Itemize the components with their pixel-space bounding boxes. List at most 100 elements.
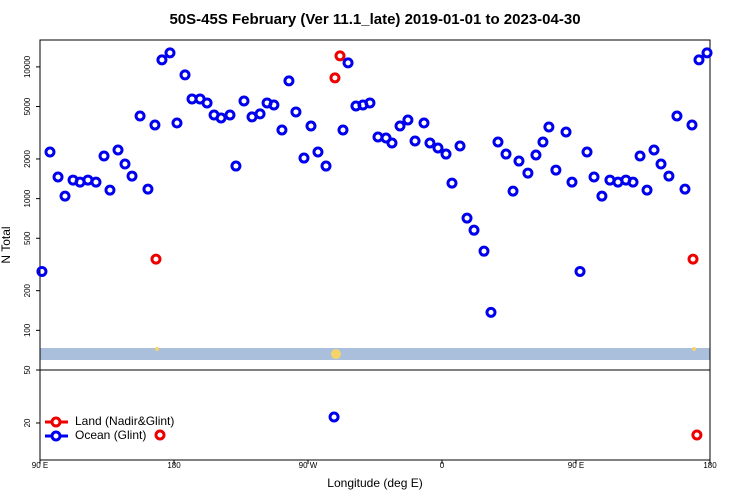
marker (671, 110, 683, 122)
marker (44, 146, 56, 158)
map-strip (40, 348, 710, 360)
chart-title: 50S-45S February (Ver 11.1_late) 2019-01… (169, 11, 580, 28)
marker (59, 190, 71, 202)
marker (402, 114, 414, 126)
marker (693, 54, 705, 66)
y-tick-label: 10000 (23, 55, 32, 78)
marker (329, 72, 341, 84)
marker (550, 164, 562, 176)
y-tick-label: 200 (23, 283, 32, 297)
y-tick-label: 5000 (23, 97, 32, 115)
marker (468, 224, 480, 236)
marker (90, 176, 102, 188)
marker (485, 306, 497, 318)
x-tick-label: 90 W (299, 461, 318, 470)
marker (36, 265, 48, 277)
marker (126, 170, 138, 182)
marker (461, 212, 473, 224)
marker (424, 137, 436, 149)
marker (440, 148, 452, 160)
marker (150, 253, 162, 265)
marker (305, 120, 317, 132)
x-tick-label: 90 E (32, 461, 48, 470)
marker (224, 109, 236, 121)
marker (312, 146, 324, 158)
marker (52, 171, 64, 183)
marker (627, 176, 639, 188)
marker (409, 135, 421, 147)
marker (290, 106, 302, 118)
marker (320, 160, 332, 172)
y-tick-label: 500 (23, 231, 32, 245)
marker (701, 47, 713, 59)
marker (432, 142, 444, 154)
marker (634, 150, 646, 162)
legend-marker (50, 416, 62, 428)
marker (337, 124, 349, 136)
marker (478, 245, 490, 257)
marker (334, 50, 346, 62)
marker (522, 167, 534, 179)
marker (454, 140, 466, 152)
marker (342, 57, 354, 69)
y-tick-label: 50 (23, 365, 32, 374)
map-land-blob (692, 347, 696, 351)
marker (686, 119, 698, 131)
x-tick-label: 180 (703, 461, 717, 470)
marker (513, 155, 525, 167)
marker (500, 148, 512, 160)
marker (254, 108, 266, 120)
x-tick-label: 90 E (568, 461, 584, 470)
marker (446, 177, 458, 189)
marker (119, 158, 131, 170)
marker (328, 411, 340, 423)
marker (566, 176, 578, 188)
marker (171, 117, 183, 129)
y-tick-label: 100 (23, 323, 32, 337)
marker (134, 110, 146, 122)
marker (156, 54, 168, 66)
marker (98, 150, 110, 162)
marker (230, 160, 242, 172)
marker (691, 429, 703, 441)
marker (215, 112, 227, 124)
x-tick-label: 0 (440, 461, 445, 470)
marker (596, 190, 608, 202)
x-tick-label: 180 (167, 461, 181, 470)
marker (179, 69, 191, 81)
legend-label: Land (Nadir&Glint) (75, 414, 174, 428)
plot-frame (39, 39, 711, 371)
marker (386, 137, 398, 149)
marker (492, 136, 504, 148)
marker (530, 149, 542, 161)
marker (364, 97, 376, 109)
marker (142, 183, 154, 195)
legend-marker (50, 430, 62, 442)
marker (201, 97, 213, 109)
marker (276, 124, 288, 136)
marker (560, 126, 572, 138)
marker (663, 170, 675, 182)
x-axis-label: Longitude (deg E) (327, 476, 422, 490)
marker (655, 158, 667, 170)
plot-frame (39, 369, 711, 461)
y-tick-label: 20 (23, 418, 32, 427)
marker (588, 171, 600, 183)
marker (679, 183, 691, 195)
marker (537, 136, 549, 148)
marker (268, 99, 280, 111)
y-tick-label: 1000 (23, 189, 32, 207)
marker (238, 95, 250, 107)
marker (283, 75, 295, 87)
marker (574, 265, 586, 277)
marker (104, 184, 116, 196)
marker (112, 144, 124, 156)
y-tick-label: 2000 (23, 150, 32, 168)
marker (648, 144, 660, 156)
map-land-blob (331, 349, 341, 359)
marker (154, 429, 166, 441)
marker (581, 146, 593, 158)
marker (687, 253, 699, 265)
